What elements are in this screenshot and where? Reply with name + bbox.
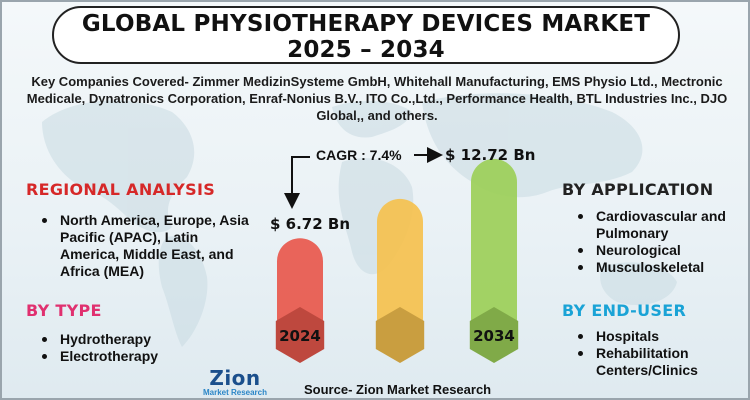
by-end-user-heading: BY END-USER [562, 301, 687, 320]
hexagon-base-2034 [469, 307, 519, 363]
title-main: GLOBAL PHYSIOTHERAPY DEVICES MARKET [81, 11, 651, 37]
hexagon-base-2024 [275, 307, 325, 363]
title-years: 2025 – 2034 [287, 37, 445, 63]
logo-sub-text: Market Research [202, 388, 268, 397]
title-banner: GLOBAL PHYSIOTHERAPY DEVICES MARKET 2025… [52, 6, 680, 64]
key-companies-text: Key Companies Covered- Zimmer MedizinSys… [26, 74, 728, 123]
logo-main-text: Zion [209, 366, 261, 390]
cagr-arrow-down [284, 156, 310, 209]
source-text: Source- Zion Market Research [304, 382, 492, 397]
year-label-2034: 2034 [473, 327, 515, 345]
regional-analysis-heading: REGIONAL ANALYSIS [26, 180, 216, 199]
value-2034-label: $ 12.72 Bn [445, 146, 536, 164]
by-application-item: Neurological [574, 242, 748, 259]
cagr-label: CAGR : 7.4% [316, 147, 402, 163]
hexagon-base-mid [375, 307, 425, 363]
by-end-user-item: Hospitals [574, 328, 748, 345]
by-application-item: Musculoskeletal [574, 259, 748, 276]
by-end-user-list: Hospitals Rehabilitation Centers/Clinics [574, 328, 748, 379]
by-type-list: Hydrotherapy Electrotherapy [38, 331, 238, 365]
zion-logo: Zion Market Research [195, 366, 275, 398]
by-type-heading: BY TYPE [26, 301, 102, 320]
value-2024-label: $ 6.72 Bn [270, 215, 351, 233]
regional-list: North America, Europe, Asia Pacific (APA… [38, 212, 253, 280]
bar-2034 [471, 158, 517, 347]
by-application-item: Cardiovascular and Pulmonary [574, 208, 748, 242]
by-application-list: Cardiovascular and Pulmonary Neurologica… [574, 208, 748, 276]
by-end-user-item: Rehabilitation Centers/Clinics [574, 345, 748, 379]
year-label-2024: 2024 [279, 327, 321, 345]
by-type-item: Hydrotherapy [38, 331, 238, 348]
regional-item: North America, Europe, Asia Pacific (APA… [38, 212, 253, 280]
by-application-heading: BY APPLICATION [562, 180, 714, 199]
by-type-item: Electrotherapy [38, 348, 238, 365]
bar-mid [377, 198, 423, 347]
